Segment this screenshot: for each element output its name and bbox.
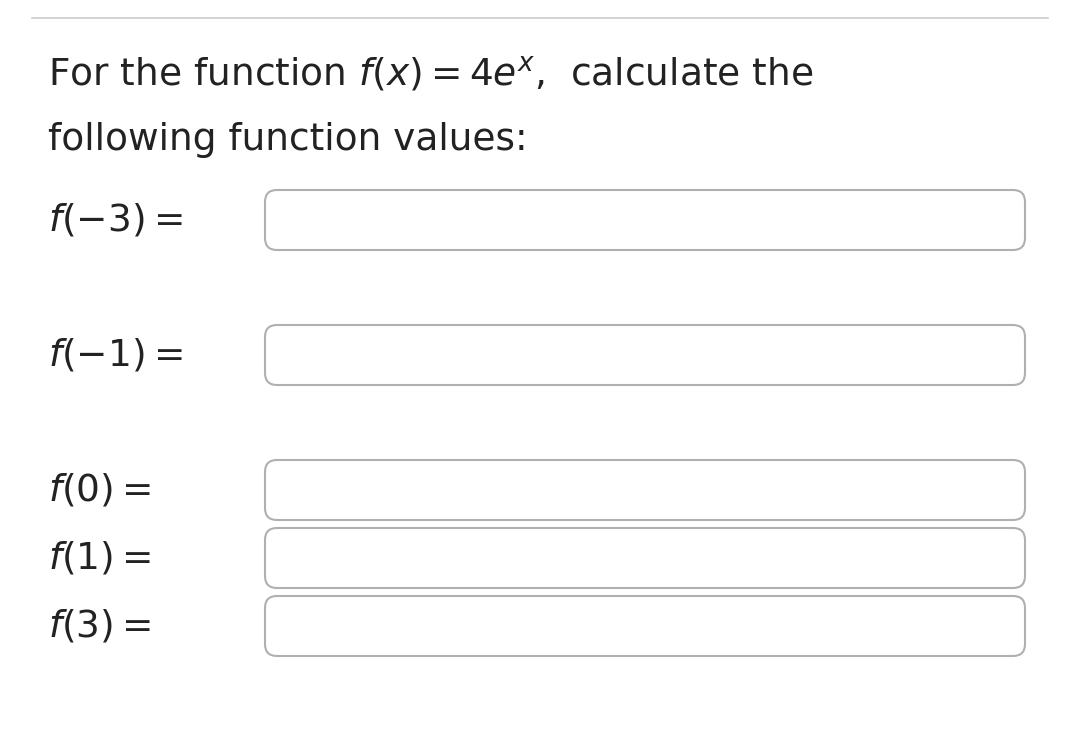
FancyBboxPatch shape	[265, 528, 1025, 588]
FancyBboxPatch shape	[265, 325, 1025, 385]
Text: following function values:: following function values:	[48, 122, 528, 158]
Text: $f(-1) =$: $f(-1) =$	[48, 336, 183, 374]
FancyBboxPatch shape	[265, 596, 1025, 656]
Text: $f(1) =$: $f(1) =$	[48, 539, 151, 577]
Text: For the function $f(x) = 4e^x$,  calculate the: For the function $f(x) = 4e^x$, calculat…	[48, 56, 813, 95]
Text: $f(0) =$: $f(0) =$	[48, 472, 151, 508]
FancyBboxPatch shape	[265, 460, 1025, 520]
FancyBboxPatch shape	[265, 190, 1025, 250]
Text: $f(-3) =$: $f(-3) =$	[48, 202, 183, 238]
Text: $f(3) =$: $f(3) =$	[48, 608, 151, 644]
